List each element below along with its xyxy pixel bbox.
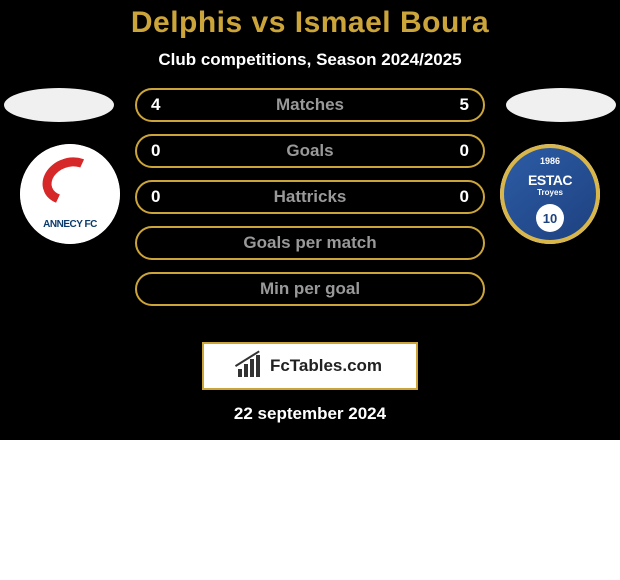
club-logo-right: 1986 ESTAC Troyes 10	[500, 144, 600, 244]
stat-value-left: 0	[151, 141, 179, 161]
stat-label: Matches	[179, 95, 441, 115]
stats-area: ANNECY FC 1986 ESTAC Troyes 10 4 Matches…	[0, 88, 620, 338]
footer-date: 22 september 2024	[0, 404, 620, 424]
player-photo-placeholder-left	[4, 88, 114, 122]
stat-row-hattricks: 0 Hattricks 0	[135, 180, 485, 214]
stat-row-matches: 4 Matches 5	[135, 88, 485, 122]
stat-label: Goals per match	[179, 233, 441, 253]
stat-value-left: 0	[151, 187, 179, 207]
stat-label: Hattricks	[179, 187, 441, 207]
stat-row-goals-per-match: Goals per match	[135, 226, 485, 260]
troyes-logo: 1986 ESTAC Troyes 10	[500, 144, 600, 244]
page-subtitle: Club competitions, Season 2024/2025	[0, 50, 620, 70]
page-title: Delphis vs Ismael Boura	[0, 6, 620, 40]
brand-link[interactable]: FcTables.com	[202, 342, 418, 390]
stat-value-right: 5	[441, 95, 469, 115]
troyes-ball-icon: 10	[536, 204, 564, 232]
troyes-city: Troyes	[504, 188, 596, 197]
troyes-year: 1986	[504, 156, 596, 166]
player-photo-placeholder-right	[506, 88, 616, 122]
stat-row-goals: 0 Goals 0	[135, 134, 485, 168]
stat-row-min-per-goal: Min per goal	[135, 272, 485, 306]
bar-chart-icon	[238, 355, 264, 377]
stat-value-left: 4	[151, 95, 179, 115]
annecy-logo: ANNECY FC	[20, 144, 120, 244]
stat-label: Min per goal	[179, 279, 441, 299]
stat-value-right: 0	[441, 141, 469, 161]
troyes-name: ESTAC	[504, 172, 596, 188]
stat-value-right: 0	[441, 187, 469, 207]
blank-region	[0, 440, 620, 580]
stats-table: 4 Matches 5 0 Goals 0 0 Hattricks 0 Goal…	[135, 88, 485, 318]
annecy-logo-text: ANNECY FC	[20, 219, 120, 230]
stat-label: Goals	[179, 141, 441, 161]
troyes-number: 10	[543, 211, 557, 226]
club-logo-left: ANNECY FC	[20, 144, 120, 244]
brand-text: FcTables.com	[270, 356, 382, 376]
comparison-card: Delphis vs Ismael Boura Club competition…	[0, 0, 620, 440]
annecy-swoosh-icon	[36, 150, 104, 212]
